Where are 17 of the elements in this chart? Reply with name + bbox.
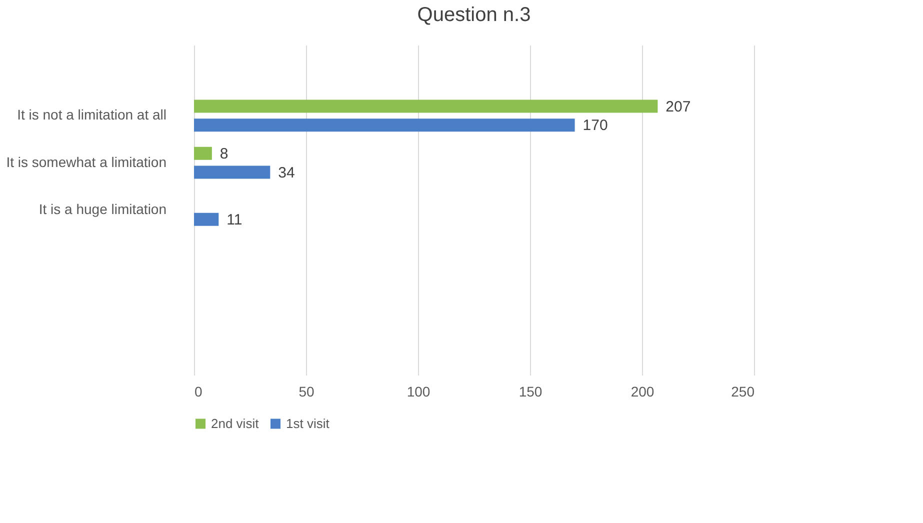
data-label: 34	[278, 164, 295, 182]
data-label: 11	[226, 211, 242, 228]
x-tick-label: 50	[298, 384, 314, 400]
y-tick-label: It is somewhat a limitation	[6, 154, 166, 170]
y-tick-label: It is not a limitation at all	[17, 106, 166, 123]
x-tick-label: 100	[406, 384, 430, 400]
data-label: 170	[582, 117, 608, 134]
x-tick-label: 150	[518, 384, 542, 400]
x-tick-label: 0	[194, 384, 202, 400]
x-tick-label: 250	[731, 384, 755, 400]
data-label: 207	[666, 98, 691, 116]
legend-label: 2nd visit	[211, 416, 260, 431]
legend-label: 1st visit	[286, 416, 330, 431]
data-label: 8	[220, 145, 228, 162]
chart-title: Question n.3	[417, 4, 531, 26]
x-tick-label: 200	[630, 384, 654, 400]
y-tick-label: It is a huge limitation	[38, 201, 166, 217]
